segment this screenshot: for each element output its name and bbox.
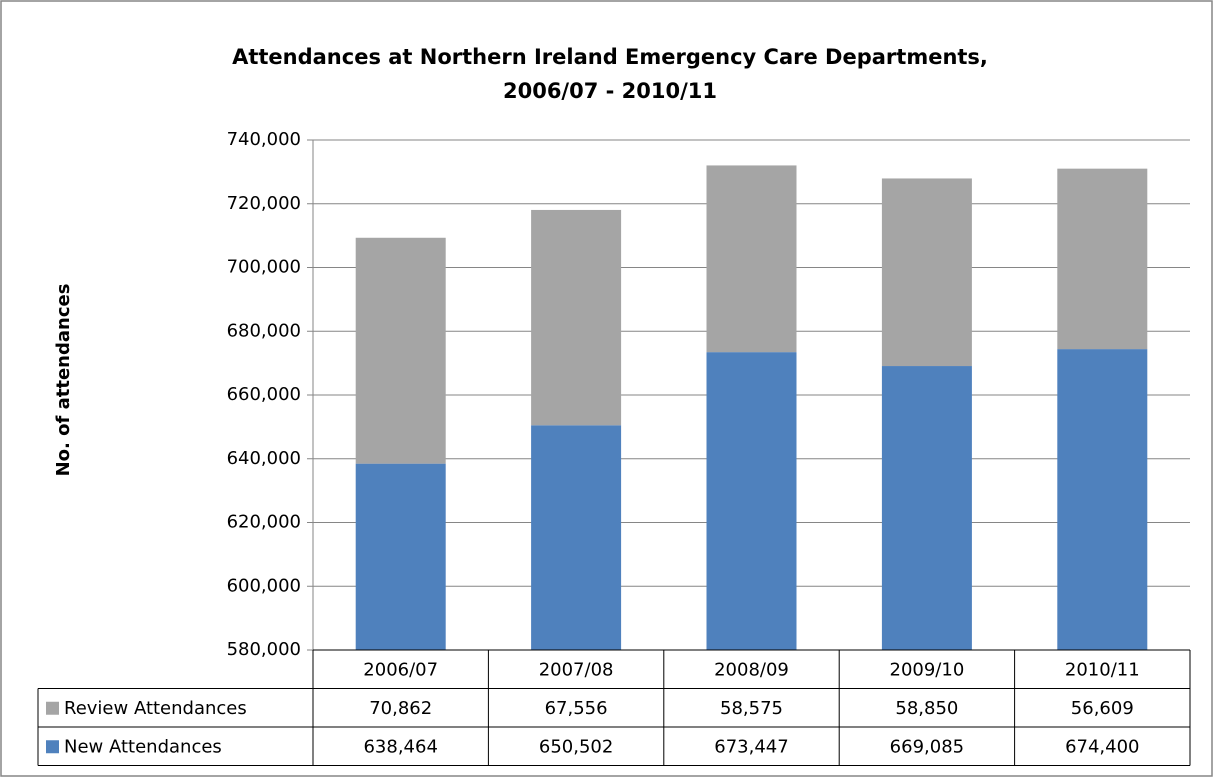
y-tick-label: 700,000 xyxy=(227,257,301,278)
y-axis-label: No. of attendances xyxy=(53,284,74,477)
x-tick-label: 2009/10 xyxy=(890,659,965,680)
bar-segment xyxy=(355,237,446,464)
bar-segment xyxy=(881,366,972,650)
table-value: 673,447 xyxy=(714,736,788,757)
bar-segment xyxy=(1057,349,1148,650)
table-value: 56,609 xyxy=(1071,698,1134,719)
table-value: 58,575 xyxy=(720,698,783,719)
legend-label: Review Attendances xyxy=(64,698,247,719)
x-tick-label: 2010/11 xyxy=(1065,659,1140,680)
table-value: 674,400 xyxy=(1065,736,1139,757)
x-tick-label: 2008/09 xyxy=(714,659,789,680)
y-tick-label: 600,000 xyxy=(227,575,301,596)
table-value: 669,085 xyxy=(890,736,964,757)
table-value: 650,502 xyxy=(539,736,613,757)
y-tick-label: 620,000 xyxy=(227,512,301,533)
x-tick-label: 2007/08 xyxy=(539,659,614,680)
y-tick-label: 720,000 xyxy=(227,193,301,214)
table-value: 70,862 xyxy=(369,698,432,719)
bar-segment xyxy=(1057,168,1148,350)
legend-key xyxy=(46,701,59,715)
table-value: 638,464 xyxy=(363,736,437,757)
bar-segment xyxy=(531,209,622,426)
y-tick-label: 640,000 xyxy=(227,448,301,469)
bar-segment xyxy=(531,425,622,650)
bar-segment xyxy=(355,463,446,650)
table-value: 58,850 xyxy=(895,698,958,719)
legend-key xyxy=(46,740,59,754)
chart-title: Attendances at Northern Ireland Emergenc… xyxy=(232,45,988,103)
bar-segment xyxy=(881,178,972,367)
bar-segment xyxy=(706,165,797,353)
y-tick-label: 680,000 xyxy=(227,320,301,341)
y-tick-label: 580,000 xyxy=(227,639,301,660)
table-value: 67,556 xyxy=(545,698,608,719)
x-tick-label: 2006/07 xyxy=(363,659,438,680)
legend-label: New Attendances xyxy=(64,736,222,757)
bar-segment xyxy=(706,352,797,650)
y-tick-label: 740,000 xyxy=(227,129,301,150)
y-tick-label: 660,000 xyxy=(227,384,301,405)
